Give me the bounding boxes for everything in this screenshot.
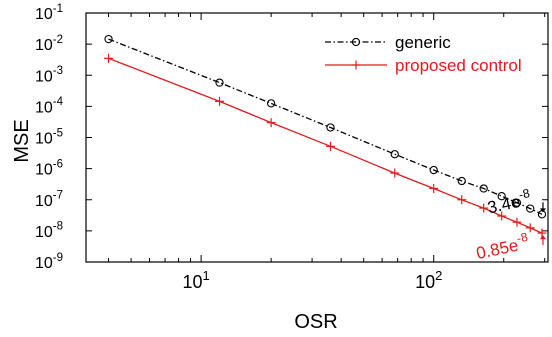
data-point-plus: [525, 223, 535, 233]
data-point-plus: [351, 60, 361, 70]
data-point-circle: [526, 204, 535, 213]
data-point-circle: [429, 165, 438, 175]
y-tick-label: 10-2: [35, 34, 63, 54]
y-tick-label: 10-6: [35, 158, 63, 178]
y-tick-label: 10-8: [35, 221, 63, 241]
y-tick-label: 10-7: [35, 190, 63, 210]
annotation-label: 0.85e-8: [474, 230, 531, 263]
data-point-circle: [512, 198, 522, 207]
series-line: [108, 57, 543, 234]
data-point-plus: [457, 195, 467, 205]
annotation-label: 3.4e-8: [485, 186, 533, 217]
data-point-plus: [390, 168, 400, 178]
y-tick-label: 10-4: [35, 96, 64, 116]
series-proposed-control: [104, 53, 547, 238]
data-point-plus: [215, 96, 225, 106]
data-point-circle: [479, 184, 488, 193]
plot-frame: [85, 12, 549, 263]
data-point-circle: [497, 192, 506, 201]
legend-entry: proposed control: [325, 56, 522, 75]
legend-label: proposed control: [395, 56, 522, 75]
y-tick-label: 10-3: [35, 65, 63, 85]
data-point-circle: [215, 78, 224, 87]
y-tick-label: 10-1: [35, 3, 63, 23]
data-point-circle: [326, 123, 335, 132]
data-point-circle: [390, 150, 399, 159]
legend-label: generic: [395, 33, 451, 52]
data-point-plus: [479, 203, 489, 213]
x-tick-label: 101: [182, 268, 209, 292]
data-point-plus: [512, 217, 522, 227]
data-point-plus: [266, 118, 276, 128]
y-axis-label: MSE: [11, 119, 33, 162]
data-point-circle: [351, 37, 361, 47]
data-point-plus: [104, 53, 114, 63]
data-point-plus: [429, 183, 439, 193]
series-generic: [104, 34, 547, 219]
y-tick-label: 10-9: [35, 252, 63, 272]
data-point-circle: [457, 176, 466, 186]
annotation-arrowhead: [539, 235, 546, 240]
annotation-arrowhead: [539, 208, 546, 213]
y-tick-label: 10-5: [35, 127, 63, 147]
data-point-plus: [326, 141, 336, 151]
data-point-plus: [497, 211, 507, 221]
x-axis-label: OSR: [294, 311, 337, 333]
data-point-circle: [104, 34, 113, 44]
series-line: [108, 38, 543, 215]
data-point-circle: [266, 99, 276, 108]
x-tick-label: 102: [415, 268, 442, 292]
data-point-plus: [537, 228, 547, 238]
legend-entry: generic: [325, 33, 451, 52]
